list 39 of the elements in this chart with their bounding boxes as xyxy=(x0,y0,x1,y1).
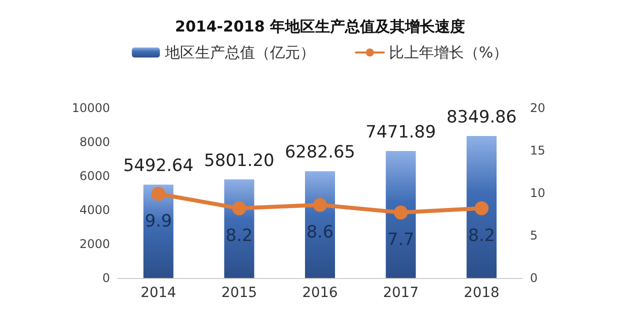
data-label: 8.6 xyxy=(306,222,334,242)
y2-tick-label: 15 xyxy=(530,144,546,158)
x-tick-label: 2015 xyxy=(221,285,258,301)
y2-tick-label: 5 xyxy=(530,228,538,242)
data-label: 6282.65 xyxy=(284,142,356,163)
y-tick-label: 4000 xyxy=(79,203,110,217)
y2-tick-label: 20 xyxy=(530,101,546,115)
y-tick-label: 6000 xyxy=(79,169,110,183)
point xyxy=(232,201,246,216)
chart-title: 2014-2018 年地区生产总值及其增长速度 xyxy=(175,18,465,36)
x-tick-label: 2014 xyxy=(140,285,176,301)
data-label: 8.2 xyxy=(226,226,253,246)
bar xyxy=(466,136,497,278)
y-tick-label: 2000 xyxy=(79,237,110,251)
data-label: 8.2 xyxy=(468,226,496,246)
data-label: 8349.86 xyxy=(446,108,517,128)
point xyxy=(474,201,489,216)
point xyxy=(394,206,408,220)
legend-label: 比上年增长（%） xyxy=(388,44,508,62)
bar xyxy=(143,184,174,278)
x-tick-label: 2018 xyxy=(464,285,500,301)
data-label: 9.9 xyxy=(144,211,172,232)
point xyxy=(151,186,166,201)
x-tick-label: 2017 xyxy=(382,285,419,301)
data-label: 5801.20 xyxy=(204,150,274,171)
data-label: 7471.89 xyxy=(366,122,436,142)
y-tick-label: 8000 xyxy=(79,135,110,149)
y-tick-label: 0 xyxy=(102,271,110,285)
bar xyxy=(386,150,416,278)
y2-tick-label: 10 xyxy=(530,186,546,200)
data-label: 5492.64 xyxy=(123,156,194,176)
point xyxy=(313,198,327,212)
data-label: 7.7 xyxy=(387,230,414,250)
bar xyxy=(305,171,335,278)
legend-label: 地区生产总值（亿元） xyxy=(164,44,315,62)
bar xyxy=(224,179,254,278)
x-tick-label: 2016 xyxy=(302,285,338,301)
y-tick-label: 10000 xyxy=(72,101,110,115)
y2-tick-label: 0 xyxy=(530,271,538,285)
